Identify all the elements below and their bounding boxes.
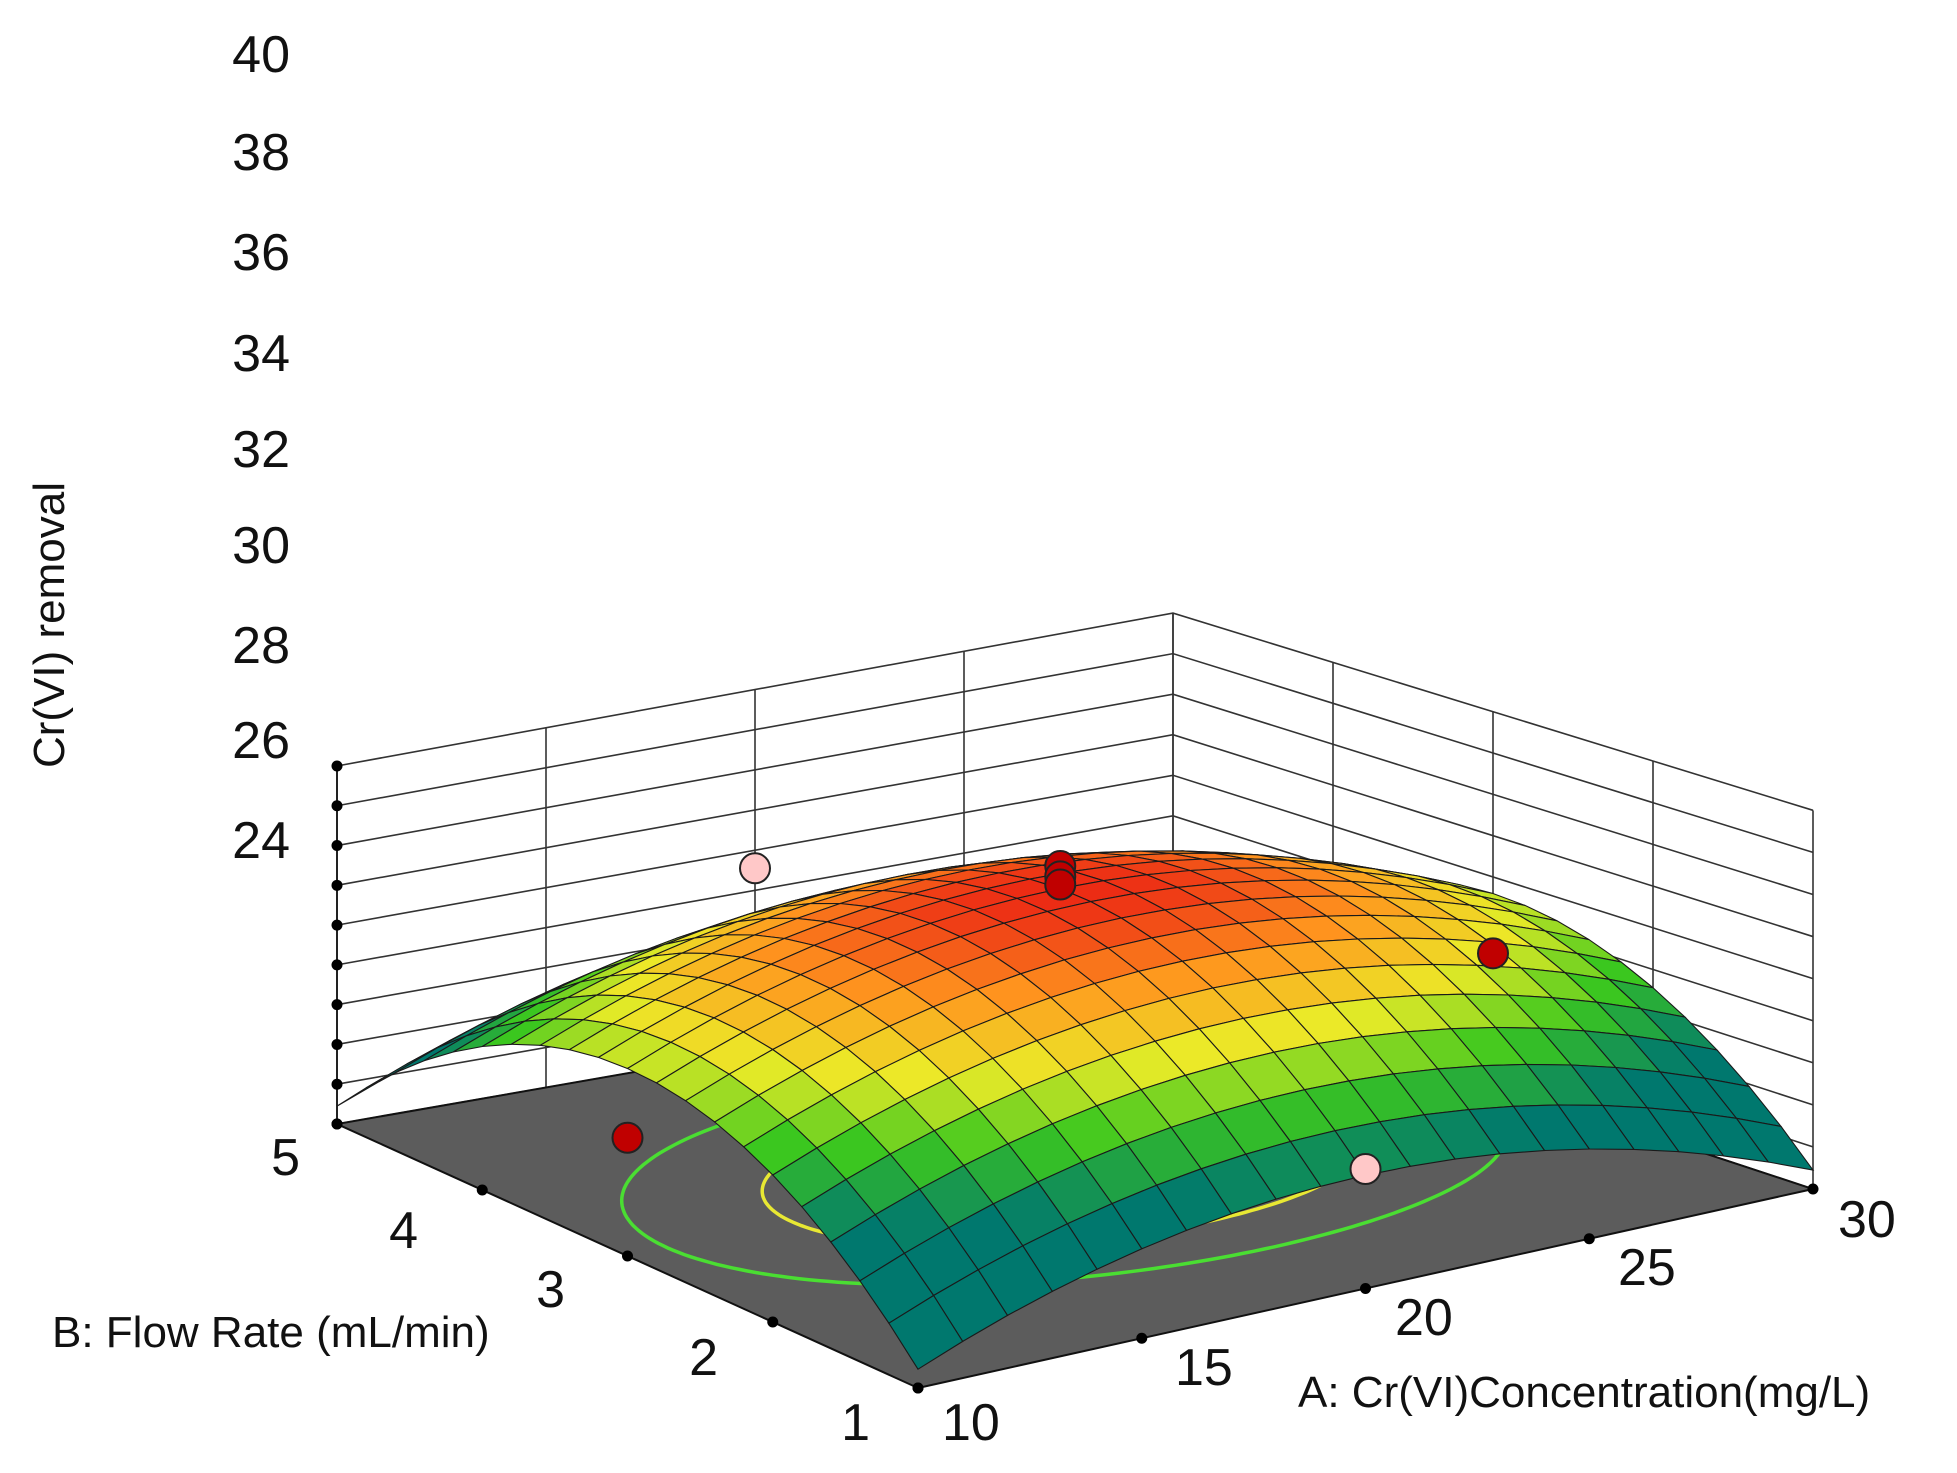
z-tick-label-28: 28 [232,617,290,675]
y-tick-label-5: 5 [271,1129,300,1187]
wall-hline-9 [336,612,1814,812]
x-tick-label-30: 30 [1838,1191,1896,1249]
y-tick-mark-4 [476,1184,488,1196]
y-axis-label: B: Flow Rate (mL/min) [52,1308,490,1357]
x-tick-mark-30 [1807,1183,1819,1195]
z-tick-label-24: 24 [232,812,290,870]
y-tick-label-1: 1 [841,1394,870,1452]
y-tick-mark-3 [622,1250,633,1262]
x-tick-mark-20 [1360,1283,1371,1294]
z-tick-mark-40 [331,760,343,772]
x-tick-mark-25 [1583,1233,1595,1245]
z-tick-label-34: 34 [232,325,290,383]
z-tick-mark-34 [331,879,343,891]
z-tick-mark-38 [331,800,343,812]
z-tick-mark-32 [331,919,343,931]
z-tick-label-40: 40 [232,26,290,84]
design-points [611,850,1509,1186]
z-tick-mark-24 [331,1078,343,1090]
z-tick-label-32: 32 [232,421,290,479]
x-axis-label: A: Cr(VI)Concentration(mg/L) [1298,1368,1870,1417]
z-tick-mark-26 [331,1038,343,1050]
design-point-2 [1044,868,1077,901]
z-tick-mark-36 [331,840,343,852]
design-point-3 [611,1121,644,1154]
x-tick-label-15: 15 [1175,1339,1233,1397]
wall-hline-5 [336,774,1814,980]
y-tick-mark-2 [767,1316,779,1328]
y-tick-label-4: 4 [389,1202,418,1260]
wall-hline-8 [336,652,1814,854]
y-tick-label-3: 3 [536,1261,565,1319]
x-tick-label-20: 20 [1395,1289,1453,1347]
response-surface [336,850,1815,1370]
design-point-5 [739,852,771,885]
z-tick-mark-28 [331,999,343,1011]
design-point-6 [1349,1153,1382,1186]
x-tick-label-10: 10 [942,1394,1000,1452]
z-tick-label-38: 38 [232,124,290,182]
x-tick-mark-15 [1136,1332,1148,1344]
z-tick-mark-30 [331,959,343,971]
wall-hline-7 [336,693,1814,896]
z-tick-label-36: 36 [232,224,290,282]
wall-hline-6 [336,733,1814,938]
z-tick-label-26: 26 [232,712,290,770]
z-tick-label-30: 30 [232,517,290,575]
x-tick-mark-10 [912,1382,924,1394]
x-tick-label-25: 25 [1618,1239,1676,1297]
y-tick-label-2: 2 [689,1329,718,1387]
surface-patch-0-0 [888,1294,964,1370]
z-axis-label: Cr(VI) removal [25,482,74,768]
design-point-4 [1477,937,1509,970]
y-tick-mark-5 [331,1118,343,1130]
